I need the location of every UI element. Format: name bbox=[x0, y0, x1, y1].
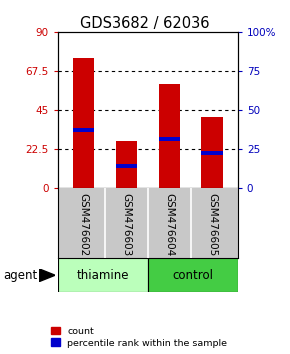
Polygon shape bbox=[39, 269, 55, 282]
Bar bbox=[73, 58, 94, 188]
Bar bbox=[148, 258, 238, 292]
Bar bbox=[159, 137, 180, 141]
Bar bbox=[73, 128, 94, 132]
Text: thiamine: thiamine bbox=[77, 269, 129, 282]
Text: GSM476604: GSM476604 bbox=[164, 193, 174, 257]
Text: GSM476602: GSM476602 bbox=[79, 193, 89, 257]
Text: control: control bbox=[172, 269, 213, 282]
Text: GSM476605: GSM476605 bbox=[207, 193, 217, 257]
Text: GSM476603: GSM476603 bbox=[122, 193, 131, 257]
Bar bbox=[202, 152, 223, 155]
Bar bbox=[116, 164, 137, 168]
Bar bbox=[159, 84, 180, 188]
Legend: count, percentile rank within the sample: count, percentile rank within the sample bbox=[51, 327, 227, 348]
Bar bbox=[116, 141, 137, 188]
Text: GDS3682 / 62036: GDS3682 / 62036 bbox=[80, 16, 210, 31]
Text: agent: agent bbox=[3, 269, 37, 282]
Bar bbox=[202, 117, 223, 188]
Bar bbox=[58, 258, 148, 292]
